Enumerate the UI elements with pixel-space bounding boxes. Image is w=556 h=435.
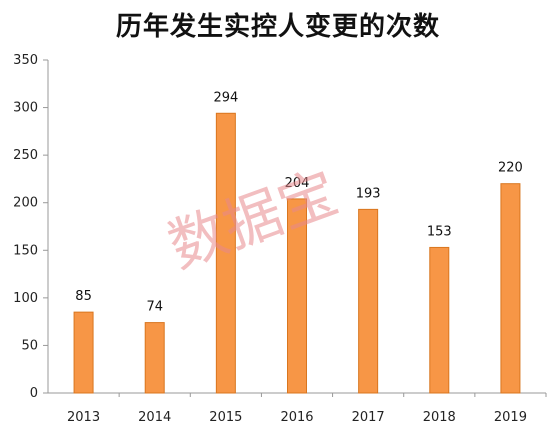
x-tick-label-2015: 2015 <box>209 410 242 425</box>
data-labels: 85 74 294 204 193 153 220 <box>75 90 523 314</box>
data-label-2017: 193 <box>356 186 381 201</box>
data-label-2014: 74 <box>146 300 163 315</box>
y-tick-label: 0 <box>30 386 38 401</box>
watermark: 数据宝 <box>160 158 347 281</box>
y-tick-label: 300 <box>13 101 38 116</box>
data-label-2016: 204 <box>285 176 310 191</box>
y-tick-label: 200 <box>13 196 38 211</box>
x-tick-label-2013: 2013 <box>67 410 100 425</box>
bars <box>73 112 521 394</box>
y-tick-label: 250 <box>13 148 38 163</box>
bar-2019 <box>500 183 521 394</box>
x-tick-label-2014: 2014 <box>138 410 171 425</box>
x-tick-label-2016: 2016 <box>280 410 313 425</box>
y-tick-label: 50 <box>21 338 38 353</box>
data-label-2013: 85 <box>75 289 92 304</box>
bar-2017 <box>358 208 379 394</box>
x-tick-label-2017: 2017 <box>352 410 385 425</box>
y-tick-label: 350 <box>13 53 38 68</box>
data-label-2018: 153 <box>427 224 452 239</box>
bar-2015 <box>215 112 236 394</box>
data-label-2015: 294 <box>213 90 238 105</box>
x-tick-label-2019: 2019 <box>494 410 527 425</box>
bar-2018 <box>429 246 450 394</box>
axes: 0 50 100 150 200 250 300 350 2013 2014 2015 2016 201… <box>13 53 547 425</box>
y-tick-label: 100 <box>13 291 38 306</box>
bar-2014 <box>144 322 165 394</box>
y-tick-label: 150 <box>13 243 38 258</box>
bar-2016 <box>287 198 307 394</box>
bar-2013 <box>73 311 94 394</box>
x-tick-label-2018: 2018 <box>423 410 456 425</box>
chart-title: 历年发生实控人变更的次数 <box>115 12 440 42</box>
data-label-2019: 220 <box>498 161 523 176</box>
